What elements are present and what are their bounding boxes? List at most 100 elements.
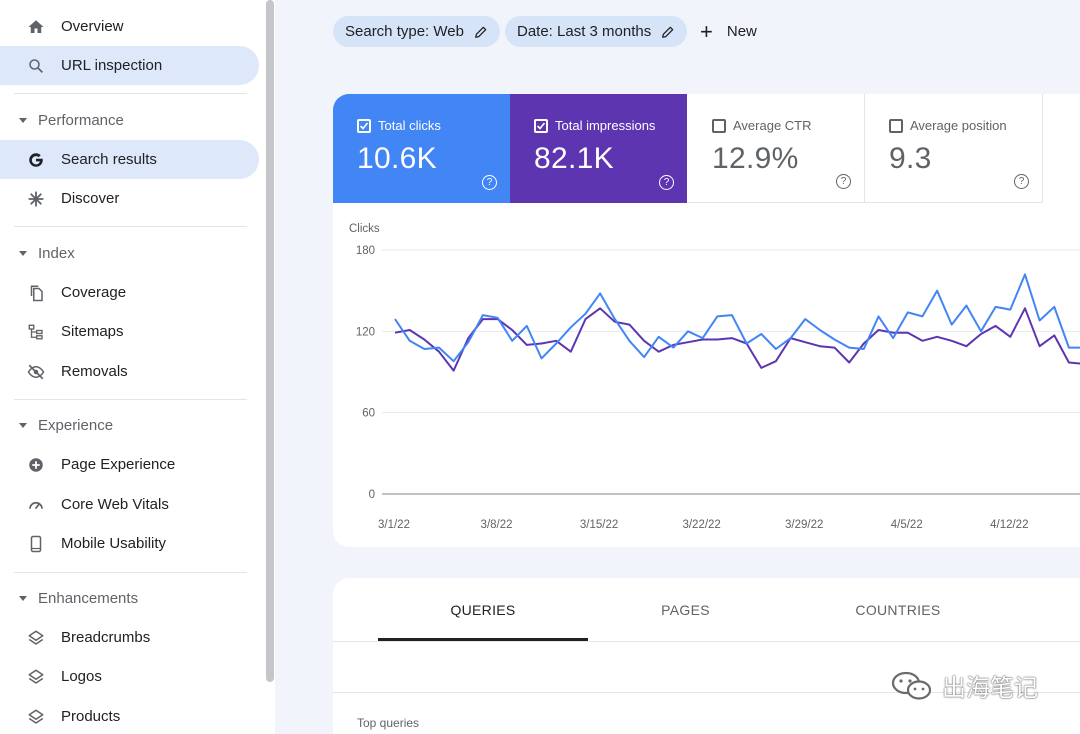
asterisk-icon: [26, 189, 46, 209]
active-tab-indicator: [378, 638, 588, 641]
section-performance[interactable]: Performance: [0, 105, 259, 135]
checkbox-checked-icon[interactable]: [534, 118, 548, 133]
layers-icon: [26, 667, 46, 687]
sidebar-item-removals[interactable]: Removals: [0, 352, 259, 391]
y-tick-label: 120: [356, 326, 375, 338]
sidebar-item-label: URL inspection: [61, 57, 163, 74]
section-title: Performance: [38, 111, 124, 129]
caret-down-icon: [19, 595, 27, 601]
tab-queries[interactable]: QUERIES: [450, 601, 516, 618]
metric-label: Total impressions: [555, 118, 656, 133]
plus-icon: +: [700, 18, 713, 44]
pencil-icon: [662, 26, 674, 38]
series-line: [394, 307, 1080, 372]
sidebar-item-label: Logos: [61, 668, 102, 685]
help-icon[interactable]: ?: [836, 174, 851, 189]
x-tick-label: 4/12/22: [990, 519, 1028, 531]
sidebar-item-label: Sitemaps: [61, 323, 124, 340]
metric-value: 12.9%: [712, 142, 799, 175]
tab-countries[interactable]: COUNTRIES: [855, 601, 941, 618]
sidebar-item-breadcrumbs[interactable]: Breadcrumbs: [0, 618, 259, 657]
series-line: [394, 273, 1080, 363]
table-title: Top queries: [357, 716, 420, 730]
search-type-filter-chip[interactable]: Search type: Web: [333, 16, 500, 47]
caret-down-icon: [19, 422, 27, 428]
sidebar-item-label: Coverage: [61, 284, 127, 301]
sidebar-item-sitemaps[interactable]: Sitemaps: [0, 312, 259, 351]
section-experience[interactable]: Experience: [0, 410, 259, 440]
section-title: Experience: [38, 416, 114, 434]
y-tick-label: 0: [369, 489, 375, 501]
metric-value: 9.3: [889, 142, 932, 175]
help-icon[interactable]: ?: [1014, 174, 1029, 189]
x-tick-label: 3/29/22: [785, 519, 823, 531]
sidebar-item-label: Mobile Usability: [61, 535, 167, 552]
sidebar: Overview URL inspection Performance Sear…: [0, 0, 275, 734]
section-index[interactable]: Index: [0, 238, 259, 268]
plus-circle-icon: [26, 455, 46, 475]
metric-card-total-impressions[interactable]: Total impressions 82.1K ?: [510, 94, 687, 203]
sidebar-item-page-experience[interactable]: Page Experience: [0, 445, 259, 484]
chip-label: Search type: Web: [345, 23, 464, 40]
pencil-icon: [475, 26, 487, 38]
sidebar-item-label: Removals: [61, 363, 128, 380]
sidebar-item-label: Products: [61, 708, 121, 725]
new-filter-label: New: [726, 23, 757, 40]
help-icon[interactable]: ?: [659, 175, 674, 190]
divider: [333, 692, 1080, 693]
clicks-line-chart[interactable]: Clicks 0 60 120 180 3/1/22 3/8/22 3/15/22 3/22/2…: [333, 203, 1080, 547]
y-tick-label: 180: [356, 245, 375, 257]
sidebar-item-label: Page Experience: [61, 456, 176, 473]
copy-icon: [26, 283, 46, 303]
watermark: 出海笔记: [890, 668, 1038, 703]
metric-card-average-ctr[interactable]: Average CTR 12.9% ?: [688, 94, 865, 203]
caret-down-icon: [19, 250, 27, 256]
metric-value: 82.1K: [534, 142, 614, 175]
y-axis-label: Clicks: [349, 223, 380, 235]
metric-label: Average position: [910, 118, 1007, 133]
layers-icon: [26, 628, 46, 648]
tab-pages[interactable]: PAGES: [661, 601, 710, 618]
checkbox-checked-icon[interactable]: [357, 118, 371, 133]
sitemap-icon: [26, 322, 46, 342]
metric-card-total-clicks[interactable]: Total clicks 10.6K ?: [333, 94, 510, 203]
sidebar-item-coverage[interactable]: Coverage: [0, 273, 259, 312]
new-filter-button[interactable]: + New: [700, 16, 757, 47]
divider: [14, 226, 247, 227]
caret-down-icon: [19, 117, 27, 123]
sidebar-item-overview[interactable]: Overview: [0, 7, 259, 46]
x-tick-label: 3/1/22: [378, 519, 410, 531]
google-icon: [26, 150, 46, 170]
sidebar-item-url-inspection[interactable]: URL inspection: [0, 46, 259, 85]
eye-off-icon: [26, 362, 46, 382]
section-enhancements[interactable]: Enhancements: [0, 583, 259, 613]
date-filter-chip[interactable]: Date: Last 3 months: [505, 16, 688, 47]
divider: [14, 399, 247, 400]
divider: [333, 641, 1080, 642]
sidebar-item-label: Search results: [61, 151, 157, 168]
gauge-icon: [26, 495, 46, 515]
sidebar-item-logos[interactable]: Logos: [0, 657, 259, 696]
metric-label: Total clicks: [378, 118, 441, 133]
x-tick-label: 3/8/22: [481, 519, 513, 531]
layers-icon: [26, 707, 46, 727]
sidebar-item-products[interactable]: Products: [0, 697, 259, 734]
sidebar-item-core-web-vitals[interactable]: Core Web Vitals: [0, 485, 259, 524]
x-tick-label: 3/15/22: [580, 519, 618, 531]
sidebar-item-discover[interactable]: Discover: [0, 179, 259, 218]
checkbox-unchecked-icon[interactable]: [889, 118, 903, 133]
divider: [14, 93, 247, 94]
sidebar-scrollbar[interactable]: [266, 0, 274, 682]
sidebar-item-search-results[interactable]: Search results: [0, 140, 259, 179]
section-title: Enhancements: [38, 589, 139, 607]
checkbox-unchecked-icon[interactable]: [712, 118, 726, 133]
help-icon[interactable]: ?: [482, 175, 497, 190]
section-title: Index: [38, 244, 75, 262]
metric-value: 10.6K: [357, 142, 437, 175]
sidebar-item-label: Core Web Vitals: [61, 496, 169, 513]
chip-label: Date: Last 3 months: [517, 23, 652, 40]
sidebar-item-mobile-usability[interactable]: Mobile Usability: [0, 524, 259, 563]
performance-panel: Total clicks 10.6K ? Total impressions 8…: [333, 94, 1080, 547]
metric-card-average-position[interactable]: Average position 9.3 ?: [865, 94, 1043, 203]
search-icon: [26, 56, 46, 76]
